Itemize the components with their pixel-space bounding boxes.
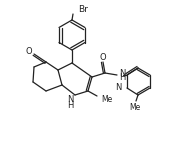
Text: N: N [116,83,122,92]
Text: H: H [119,74,125,82]
Text: H: H [67,101,73,110]
Text: O: O [100,52,106,61]
Text: N: N [119,68,125,77]
Text: N: N [67,96,73,104]
Text: Br: Br [78,6,88,15]
Text: O: O [26,46,32,55]
Text: Me: Me [129,103,141,111]
Text: Me: Me [101,95,112,104]
